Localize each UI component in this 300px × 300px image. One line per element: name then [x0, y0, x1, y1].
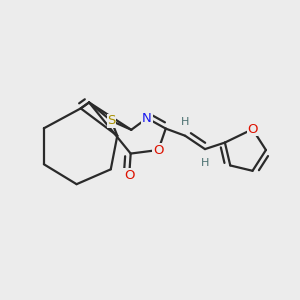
- Text: N: N: [142, 112, 152, 125]
- Text: O: O: [124, 169, 134, 182]
- Text: H: H: [181, 117, 189, 127]
- Text: O: O: [247, 123, 258, 136]
- Text: H: H: [201, 158, 209, 168]
- Text: S: S: [107, 114, 116, 128]
- Text: O: O: [153, 143, 164, 157]
